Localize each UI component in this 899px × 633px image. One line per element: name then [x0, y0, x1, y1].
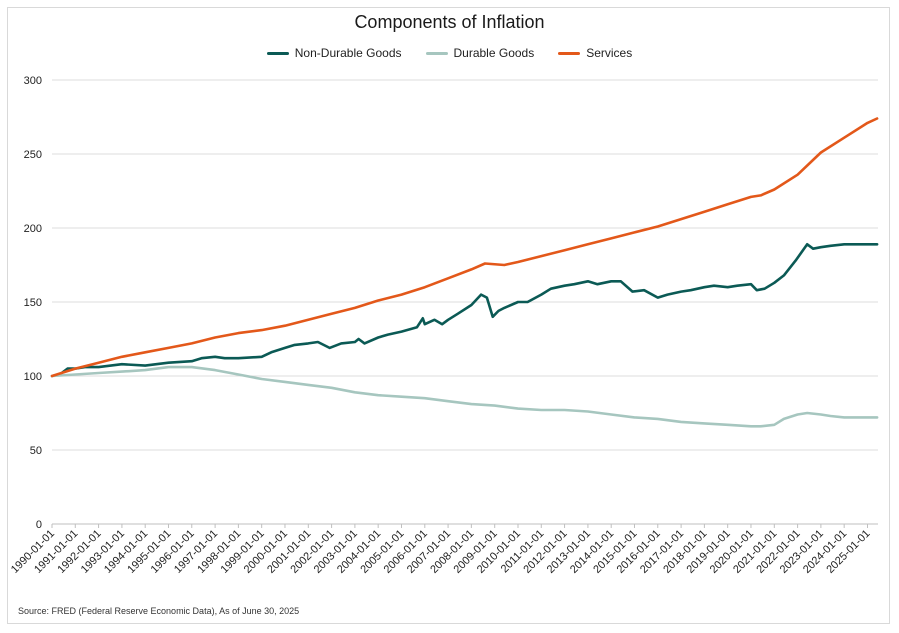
chart-legend: Non-Durable Goods Durable Goods Services [0, 46, 899, 60]
y-tick-label-150: 150 [24, 297, 42, 309]
source-note: Source: FRED (Federal Reserve Economic D… [18, 606, 300, 616]
legend-swatch-durable-goods [425, 51, 448, 55]
y-tick-label-0: 0 [36, 519, 42, 531]
legend-label-durable-goods: Durable Goods [453, 46, 535, 60]
y-tick-label-200: 200 [24, 223, 42, 235]
legend-swatch-non-durable-goods [266, 51, 289, 55]
series-line-durable-goods [50, 365, 879, 428]
legend-swatch-services [558, 51, 581, 55]
legend-item-non-durable-goods: Non-Durable Goods [266, 46, 402, 60]
legend-label-services: Services [586, 46, 633, 60]
y-tick-label-50: 50 [30, 445, 42, 457]
series-line-services [50, 117, 879, 378]
legend-label-non-durable-goods: Non-Durable Goods [294, 46, 402, 60]
legend-item-durable-goods: Durable Goods [425, 46, 535, 60]
y-tick-label-250: 250 [24, 149, 42, 161]
legend-item-services: Services [558, 46, 632, 60]
y-tick-label-100: 100 [24, 371, 42, 383]
chart-title: Components of Inflation [354, 12, 545, 32]
chart-frame [7, 7, 890, 624]
series-line-non-durable-goods [50, 243, 879, 378]
y-tick-label-300: 300 [24, 75, 42, 87]
